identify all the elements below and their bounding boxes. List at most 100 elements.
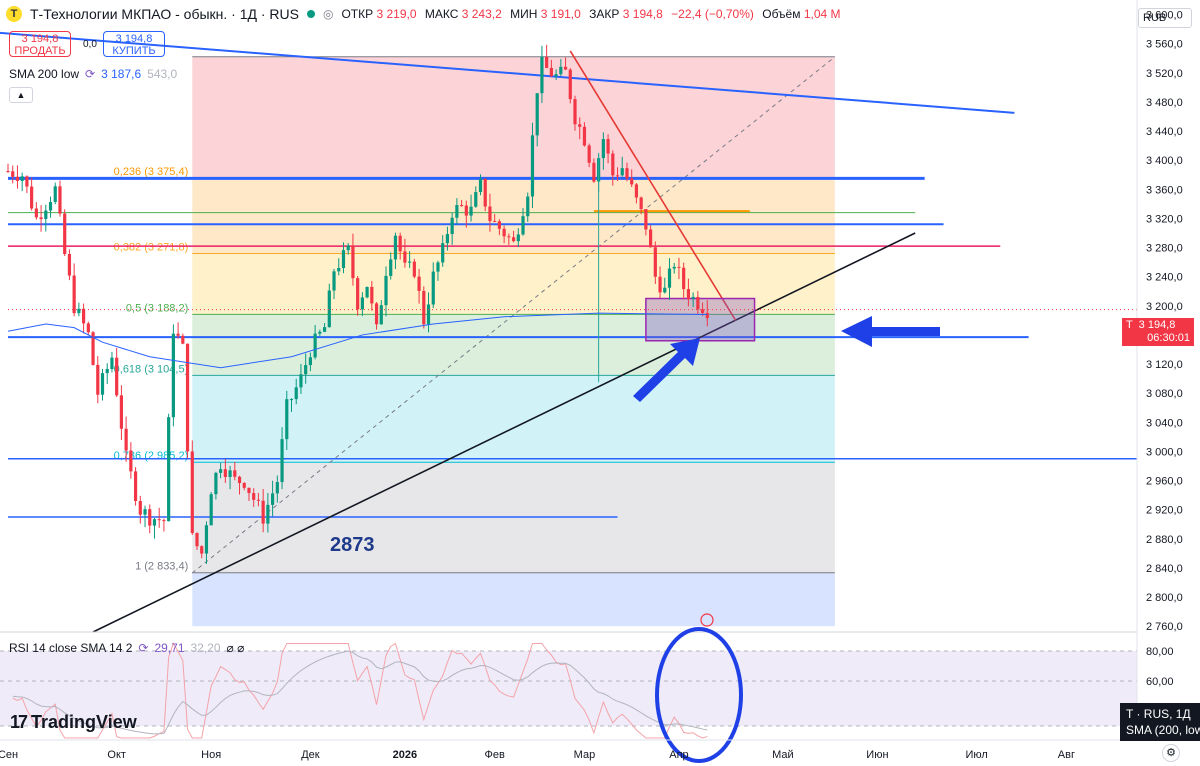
rsi-sma-line <box>12 650 708 735</box>
fib-zone <box>192 253 835 315</box>
candle-body <box>129 450 133 472</box>
rsi-tick-label: 80,00 <box>1146 646 1174 658</box>
price-tick-label: 3 240,0 <box>1146 272 1183 284</box>
candle-body <box>72 275 76 314</box>
candle-body <box>398 235 402 252</box>
sell-button[interactable]: 3 194,8 ПРОДАТЬ <box>9 31 71 57</box>
candle-body <box>346 245 350 251</box>
fib-zone <box>192 375 835 463</box>
candle-body <box>393 235 398 260</box>
candle-body <box>318 331 322 334</box>
rsi-tick-label: 60,00 <box>1146 676 1174 688</box>
candle-body <box>20 176 24 181</box>
candle-body <box>526 196 530 217</box>
candle-body <box>294 387 298 400</box>
last-price-tag: T 3 194,8 06:30:01 <box>1122 318 1194 346</box>
fib-label: 0,382 (3 271,8) <box>114 242 189 254</box>
time-tick-label: Апр <box>669 749 688 761</box>
candle-body <box>521 216 525 235</box>
candle-body <box>242 483 246 488</box>
candle-body <box>568 69 572 100</box>
candle-body <box>625 168 629 179</box>
price-tick-label: 2 920,0 <box>1146 505 1183 517</box>
symbol-title[interactable]: Т-Технологии МКПАО - обыкн. · 1Д · RUS <box>30 6 299 22</box>
candle-body <box>190 451 194 534</box>
collapse-legend-button[interactable]: ▲ <box>9 87 33 103</box>
candle-body <box>658 276 662 293</box>
currency-selector[interactable]: RUB <box>1138 8 1192 28</box>
candle-body <box>545 56 549 68</box>
candle-body <box>455 205 459 218</box>
downtrend-line-red <box>569 50 737 321</box>
price-tick-label: 3 280,0 <box>1146 243 1183 255</box>
candle-body <box>181 335 185 344</box>
sma-legend[interactable]: SMA 200 low ⟳ 3 187,6 543,0 <box>9 67 178 81</box>
candle-body <box>464 205 468 216</box>
candle-body <box>285 399 289 440</box>
candle-body <box>115 357 119 396</box>
candle-body <box>209 494 213 526</box>
candle-body <box>549 67 553 77</box>
buy-button[interactable]: 3 194,8 КУПИТЬ <box>103 31 165 57</box>
time-tick-label: Сен <box>0 749 18 761</box>
fib-trend-line <box>191 56 836 574</box>
candle-body <box>337 268 341 272</box>
candle-body <box>48 202 53 211</box>
sma200-line <box>7 312 708 369</box>
rsi-line <box>12 642 708 739</box>
ohlc-readout: ОТКР 3 219,0 МАКС 3 243,2 МИН 3 191,0 ЗА… <box>341 7 841 21</box>
candle-body <box>587 145 591 163</box>
fib-label: 0,618 (3 104,5) <box>114 363 189 375</box>
candle-body <box>332 271 336 291</box>
price-axis <box>1137 0 1200 740</box>
price-tick-label: 3 040,0 <box>1146 417 1183 429</box>
candle-body <box>474 192 478 207</box>
time-tick-label: Июн <box>866 749 888 761</box>
spread-value: 0,0 <box>83 39 97 50</box>
candle-body <box>82 308 86 324</box>
candle-body <box>256 499 261 501</box>
candle-body <box>77 308 81 314</box>
candle-body <box>563 66 568 70</box>
tradingview-logo: 17 TradingView <box>10 712 137 732</box>
price-tick-label: 3 080,0 <box>1146 388 1183 400</box>
candle-body <box>214 472 218 495</box>
candle-body <box>493 221 497 223</box>
candle-body <box>365 286 369 298</box>
candle-body <box>152 519 157 526</box>
candle-body <box>247 487 251 494</box>
gear-icon[interactable]: ⚙ <box>1162 744 1180 762</box>
time-tick-label: Дек <box>301 749 320 761</box>
fib-zone <box>192 56 835 179</box>
time-tick-label: Июл <box>965 749 987 761</box>
candle-body <box>280 439 284 483</box>
settings-cycle-icon[interactable]: ⟳ <box>85 67 96 81</box>
price-tick-label: 3 520,0 <box>1146 68 1183 80</box>
candle-body <box>25 176 29 187</box>
candle-body <box>67 254 72 276</box>
candle-body <box>653 247 657 277</box>
candle-body <box>384 275 388 306</box>
fib-label: 0,786 (2 985,2) <box>114 450 189 462</box>
eye-icon[interactable]: ◎ <box>322 7 334 21</box>
settings-cycle-icon[interactable]: ⟳ <box>138 641 149 655</box>
price-tick-label: 3 120,0 <box>1146 359 1183 371</box>
fib-label: 0,5 (3 188,2) <box>126 302 188 314</box>
candle-body <box>705 312 709 319</box>
candle-body <box>138 501 142 515</box>
candle-body <box>469 206 473 216</box>
change-value: −22,4 (−0,70%) <box>671 7 754 21</box>
candle-body <box>403 251 407 263</box>
candle-body <box>649 229 653 248</box>
rsi-legend[interactable]: RSI 14 close SMA 14 2 ⟳ 29,71 32,20 ⌀ ⌀ <box>9 641 245 655</box>
candle-body <box>313 333 317 358</box>
candle-body <box>436 262 440 272</box>
arrow-annotation <box>841 316 940 347</box>
price-tick-label: 2 960,0 <box>1146 476 1183 488</box>
candle-body <box>488 206 492 222</box>
candle-body <box>176 333 180 336</box>
candle-body <box>634 184 639 198</box>
candle-body <box>445 234 450 244</box>
candle-body <box>554 74 558 77</box>
